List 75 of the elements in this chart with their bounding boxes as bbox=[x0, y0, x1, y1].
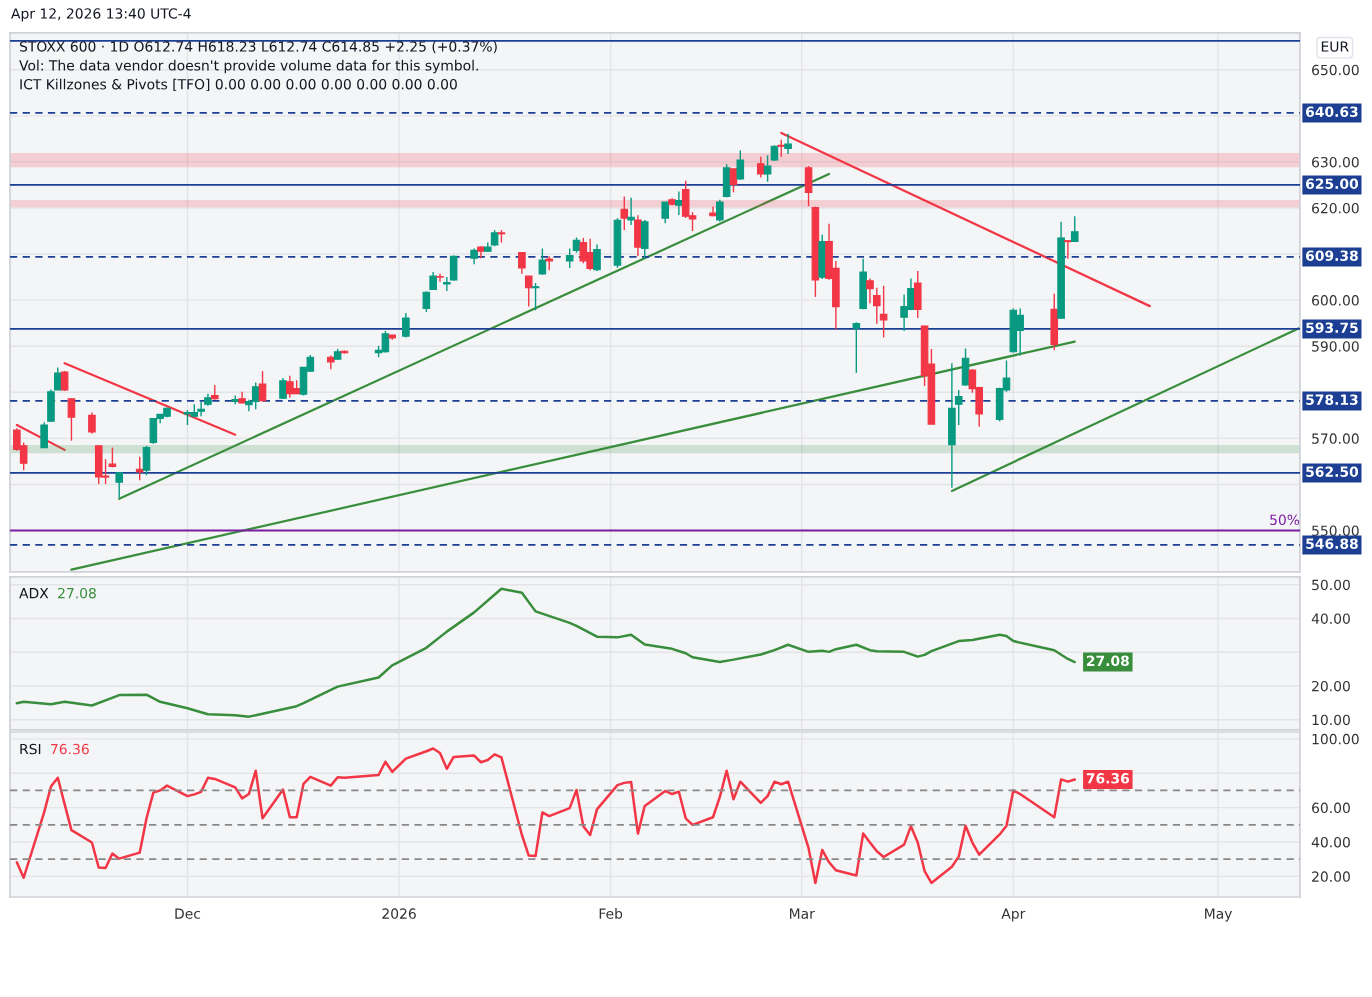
y-tick-label: 550.00 bbox=[1312, 525, 1359, 536]
x-tick-label: 2026 bbox=[382, 908, 416, 919]
candlestick bbox=[873, 287, 881, 325]
candlestick bbox=[852, 321, 861, 374]
candlestick bbox=[60, 370, 69, 392]
text: 27.08 bbox=[58, 587, 96, 599]
y-tick-label: 10.00 bbox=[1312, 714, 1350, 726]
y-tick-label: 650.00 bbox=[1312, 64, 1359, 76]
candlestick bbox=[538, 247, 547, 276]
y-tick-label: 20.00 bbox=[1312, 871, 1350, 882]
ref-line-label: 546.88 bbox=[1306, 538, 1358, 549]
chart-title: Apr 12, 2026 13:40 UTC-4 bbox=[11, 8, 191, 22]
annotation: STOXX 600 · 1D O612.74 H618.23 L612.74 C614.85 +2.25 (+0.37%) bbox=[19, 41, 497, 54]
y-axis-title: EUR bbox=[1321, 41, 1349, 52]
y-tick-label: 620.00 bbox=[1312, 202, 1359, 214]
x-tick-label: Mar bbox=[789, 908, 815, 919]
candlestick bbox=[518, 251, 526, 275]
candlestick bbox=[627, 197, 635, 226]
y-tick-label: 570.00 bbox=[1312, 433, 1359, 444]
candlestick bbox=[593, 243, 601, 272]
candlestick bbox=[1070, 215, 1079, 243]
annotation: 50% bbox=[1270, 514, 1300, 526]
candlestick bbox=[756, 156, 765, 179]
candlestick bbox=[661, 201, 670, 224]
candlestick bbox=[436, 273, 444, 283]
candlestick bbox=[1064, 239, 1072, 260]
y-tick-label: 40.00 bbox=[1311, 613, 1350, 624]
y-tick-label: 590.00 bbox=[1312, 341, 1359, 352]
text: ADX bbox=[19, 588, 49, 599]
ref-line-label: 640.63 bbox=[1305, 106, 1358, 117]
ref-line-label: 609.38 bbox=[1305, 250, 1358, 261]
y-tick-label: 600.00 bbox=[1312, 295, 1359, 306]
candlestick bbox=[279, 377, 287, 400]
annotation: Vol: The data vendor doesn't provide volume data for this symbol. bbox=[19, 59, 478, 74]
annotation: 27.08 bbox=[1086, 655, 1129, 667]
candlestick bbox=[88, 411, 96, 435]
x-tick-label: Feb bbox=[599, 908, 623, 919]
candlestick bbox=[675, 190, 683, 216]
candlestick bbox=[565, 247, 574, 269]
x-tick-label: May bbox=[1205, 908, 1233, 922]
candlestick bbox=[784, 133, 792, 155]
candlestick bbox=[736, 149, 745, 181]
y-tick-label: 40.00 bbox=[1311, 836, 1350, 848]
x-tick-label: Dec bbox=[175, 908, 201, 919]
candlestick bbox=[763, 154, 772, 183]
candlestick bbox=[531, 282, 540, 311]
ref-line-label: 593.75 bbox=[1306, 322, 1358, 333]
candlestick bbox=[402, 312, 410, 339]
y-tick-label: 630.00 bbox=[1312, 156, 1359, 168]
candlestick bbox=[524, 275, 533, 308]
text: 76.36 bbox=[51, 743, 89, 755]
y-tick-label: 60.00 bbox=[1312, 802, 1350, 814]
candlestick bbox=[258, 370, 267, 403]
candlestick bbox=[135, 456, 144, 481]
y-tick-label: 20.00 bbox=[1312, 680, 1350, 692]
text: RSI bbox=[20, 743, 41, 755]
x-tick-label: Apr bbox=[1001, 908, 1026, 922]
candlestick bbox=[115, 471, 124, 499]
candlestick bbox=[620, 195, 629, 231]
candlestick bbox=[40, 421, 48, 449]
candlestick bbox=[954, 389, 963, 426]
candlestick bbox=[716, 198, 724, 223]
line-series bbox=[15, 587, 1076, 718]
candlestick bbox=[866, 277, 874, 305]
annotation: ICT Killzones & Pivots [TFO] 0.00 0.00 0.00 0.00 0.00 0.00 0.00 bbox=[20, 78, 457, 92]
ref-line-label: 562.50 bbox=[1306, 466, 1359, 477]
candlestick bbox=[142, 445, 151, 476]
candlestick bbox=[879, 285, 888, 339]
ref-line-label: 578.13 bbox=[1306, 394, 1358, 405]
annotation: 76.36 bbox=[1086, 773, 1130, 784]
candlestick bbox=[67, 398, 76, 442]
candlestick bbox=[422, 290, 431, 313]
ref-line-label: 625.00 bbox=[1305, 178, 1359, 189]
y-tick-label: 100.00 bbox=[1312, 733, 1359, 745]
y-tick-label: 50.00 bbox=[1312, 579, 1350, 591]
